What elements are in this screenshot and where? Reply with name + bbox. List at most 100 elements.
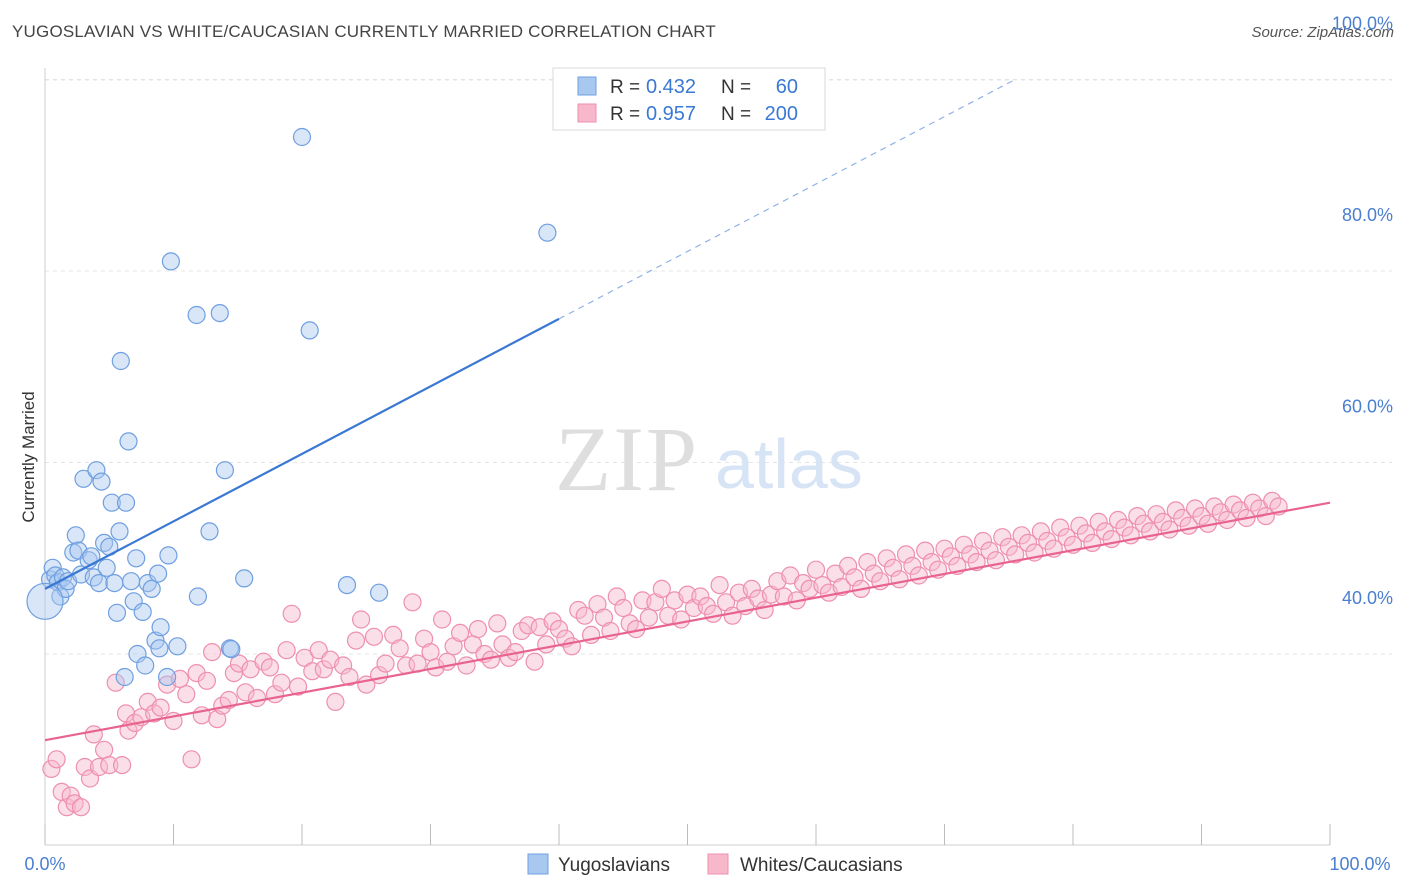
point-whites-47	[303, 662, 322, 681]
point-yugoslavian-44	[161, 252, 180, 271]
bottom-legend-label-yugoslavians[interactable]: Yugoslavians	[558, 855, 670, 876]
point-whites-66	[421, 642, 440, 662]
point-whites-135	[858, 552, 877, 572]
y-tick-label-60: 60.0%	[1342, 397, 1393, 417]
point-yugoslavian-15	[84, 568, 103, 587]
point-whites-101	[639, 608, 659, 627]
point-whites-154	[980, 541, 999, 560]
point-whites-31	[208, 709, 227, 729]
point-whites-71	[451, 623, 470, 643]
point-whites-6	[71, 798, 91, 817]
y-tick-label-100: 100.0%	[1332, 14, 1393, 34]
y-tick-label-40: 40.0%	[1342, 588, 1393, 608]
trend-line-yugoslavians-extension	[558, 78, 1016, 320]
bottom-legend-label-whites[interactable]: Whites/Caucasians	[740, 855, 903, 876]
point-whites-42	[272, 673, 291, 692]
point-whites-103	[652, 579, 671, 599]
point-whites-91	[575, 606, 594, 625]
point-whites-139	[883, 558, 903, 577]
point-whites-117	[742, 579, 761, 599]
bottom-legend-swatch-whites[interactable]	[707, 853, 729, 875]
point-whites-63	[403, 593, 422, 612]
point-whites-148	[941, 547, 961, 566]
point-whites-156	[993, 528, 1012, 547]
point-whites-61	[390, 639, 409, 658]
watermark: ZIP atlas	[555, 408, 863, 510]
point-whites-165	[1051, 518, 1070, 537]
correlation-legend: R = 0.432 N = 60 R = 0.957 N = 200	[552, 67, 826, 131]
point-whites-21	[151, 698, 170, 717]
bottom-legend-swatch-yugoslavians[interactable]	[527, 853, 549, 875]
point-whites-1	[47, 750, 66, 769]
legend-n-value-1: 60	[776, 76, 798, 98]
point-yugoslavian-55	[300, 321, 319, 340]
point-whites-26	[182, 750, 201, 769]
point-yugoslavian-41	[151, 618, 170, 637]
point-yugoslavian-23	[105, 573, 124, 593]
legend-n-value-2: 200	[765, 103, 798, 125]
trend-line-whites	[44, 501, 1331, 742]
point-yugoslavian-52	[222, 640, 241, 659]
legend-swatch-yugoslavians	[577, 76, 597, 96]
point-whites-30	[203, 642, 222, 662]
point-whites-145	[922, 552, 941, 572]
legend-r-label-2: R =	[610, 104, 640, 125]
point-whites-159	[1012, 526, 1031, 545]
point-whites-38	[247, 688, 267, 708]
point-yugoslavian-25	[110, 522, 129, 541]
point-yugoslavian-56	[337, 575, 357, 595]
point-yugoslavian-9	[66, 526, 85, 545]
point-whites-186	[1185, 499, 1205, 518]
point-yugoslavian-48	[200, 522, 219, 541]
point-whites-25	[177, 685, 196, 704]
point-whites-183	[1166, 501, 1185, 520]
point-whites-133	[845, 568, 864, 587]
point-whites-36	[236, 683, 255, 702]
point-whites-136	[864, 564, 883, 583]
point-whites-109	[691, 587, 710, 606]
x-ticks	[44, 824, 1331, 845]
point-whites-53	[340, 667, 359, 687]
point-whites-52	[334, 656, 353, 675]
point-whites-11	[94, 740, 114, 759]
point-whites-33	[219, 690, 238, 710]
chart-title: YUGOSLAVIAN VS WHITE/CAUCASIAN CURRENTLY…	[12, 22, 717, 41]
point-whites-0	[42, 759, 61, 779]
point-whites-59	[376, 654, 395, 673]
point-whites-13	[106, 673, 125, 692]
point-whites-68	[433, 610, 452, 629]
point-yugoslavian-30	[122, 572, 141, 591]
point-whites-141	[896, 545, 916, 564]
point-whites-82	[519, 616, 538, 635]
point-whites-85	[537, 635, 556, 654]
trend-lines	[44, 78, 1331, 742]
point-yugoslavian-42	[158, 667, 177, 687]
watermark-atlas: atlas	[715, 425, 863, 503]
point-yugoslavian-32	[127, 549, 146, 568]
point-whites-158	[1006, 545, 1025, 564]
point-whites-72	[457, 656, 476, 675]
point-whites-144	[916, 541, 935, 560]
grid-lines	[45, 79, 1392, 655]
point-whites-153	[973, 531, 993, 551]
point-whites-138	[877, 549, 896, 568]
point-whites-7	[75, 757, 94, 777]
point-whites-83	[525, 652, 544, 671]
point-whites-43	[277, 641, 296, 660]
point-yugoslavian-26	[111, 351, 130, 371]
x-tick-labels: 0.0% 100.0%	[24, 854, 1390, 874]
point-whites-57	[364, 627, 384, 646]
point-whites-46	[295, 648, 314, 667]
point-whites-74	[468, 619, 488, 639]
point-whites-150	[954, 535, 973, 554]
point-whites-112	[710, 575, 729, 595]
point-whites-55	[352, 610, 371, 629]
legend-r-label-1: R =	[610, 77, 640, 98]
point-yugoslavian-57	[370, 583, 389, 602]
point-yugoslavian-49	[210, 304, 229, 323]
point-yugoslavian-47	[188, 587, 207, 606]
trend-line-yugoslavians	[44, 317, 560, 590]
point-yugoslavian-20	[97, 558, 116, 577]
point-yugoslavian-53	[235, 569, 254, 588]
